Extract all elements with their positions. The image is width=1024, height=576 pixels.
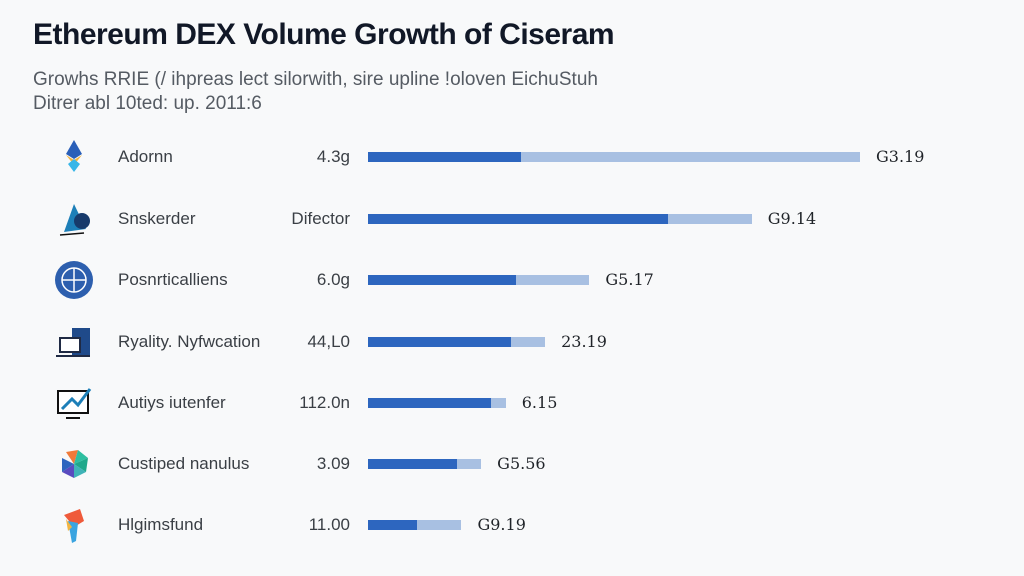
bar-segment-dark bbox=[368, 275, 516, 285]
chart-title: Ethereum DEX Volume Growth of Ciseram bbox=[33, 18, 615, 51]
ethereum-diamond-icon bbox=[52, 137, 96, 177]
bar-row: Snskerder Difector G9.14 bbox=[0, 199, 1024, 239]
bar-segment-dark bbox=[368, 337, 511, 347]
bar-segment-dark bbox=[368, 459, 457, 469]
bar-row: Adornn 4.3g G3.19 bbox=[0, 137, 1024, 177]
sail-icon bbox=[52, 199, 96, 239]
value-label: 11.00 bbox=[308, 515, 350, 534]
category-label: Custiped nanulus bbox=[118, 454, 250, 473]
subtitle-line: Growhs RRIE (/ ihpreas lect silorwith, s… bbox=[33, 69, 598, 90]
end-label: G9.14 bbox=[767, 209, 817, 228]
category-label: Hlgimsfund bbox=[118, 515, 204, 534]
globe-circle-icon bbox=[52, 260, 96, 300]
subtitle-line: Ditrer abl 10ted: up. 2011:6 bbox=[33, 93, 262, 114]
value-label: 4.3g bbox=[316, 147, 350, 166]
bar-segment-dark bbox=[368, 152, 521, 162]
chart-screen-icon bbox=[52, 383, 96, 423]
bar-segment-dark bbox=[368, 214, 669, 224]
bar-segment-light bbox=[368, 152, 860, 162]
category-label: Posnrticalliens bbox=[118, 270, 228, 289]
category-label: Adornn bbox=[118, 147, 173, 166]
bar-row: Posnrticalliens 6.0g G5.17 bbox=[0, 260, 1024, 300]
bar-segment-dark bbox=[368, 398, 491, 408]
value-label: 112.0n bbox=[299, 393, 350, 412]
value-label: Difector bbox=[291, 209, 350, 228]
category-label: Ryality. Nyfwcation bbox=[118, 332, 261, 351]
flame-icon bbox=[52, 505, 96, 545]
end-label: G3.19 bbox=[876, 147, 925, 166]
bar-row: Custiped nanulus 3.09 G5.56 bbox=[0, 444, 1024, 484]
chart-subtitle: Growhs RRIE (/ ihpreas lect silorwith, s… bbox=[33, 68, 598, 116]
bar-row: Autiys iutenfer 112.0n 6.15 bbox=[0, 383, 1024, 423]
value-label: 3.09 bbox=[316, 454, 350, 473]
monitor-building-icon bbox=[52, 322, 96, 362]
end-label: 23.19 bbox=[561, 332, 607, 351]
bar-row: Hlgimsfund 11.00 G9.19 bbox=[0, 505, 1024, 545]
pinwheel-icon bbox=[52, 444, 96, 484]
bar-segment-dark bbox=[368, 520, 418, 530]
end-label: 6.15 bbox=[521, 393, 558, 412]
category-label: Snskerder bbox=[118, 209, 196, 228]
value-label: 6.0g bbox=[316, 270, 350, 289]
bar-row: Ryality. Nyfwcation 44,L0 23.19 bbox=[0, 322, 1024, 362]
value-label: 44,L0 bbox=[307, 332, 350, 351]
category-label: Autiys iutenfer bbox=[118, 393, 226, 412]
end-label: G9.19 bbox=[477, 515, 526, 534]
end-label: G5.56 bbox=[497, 454, 546, 473]
end-label: G5.17 bbox=[605, 270, 654, 289]
